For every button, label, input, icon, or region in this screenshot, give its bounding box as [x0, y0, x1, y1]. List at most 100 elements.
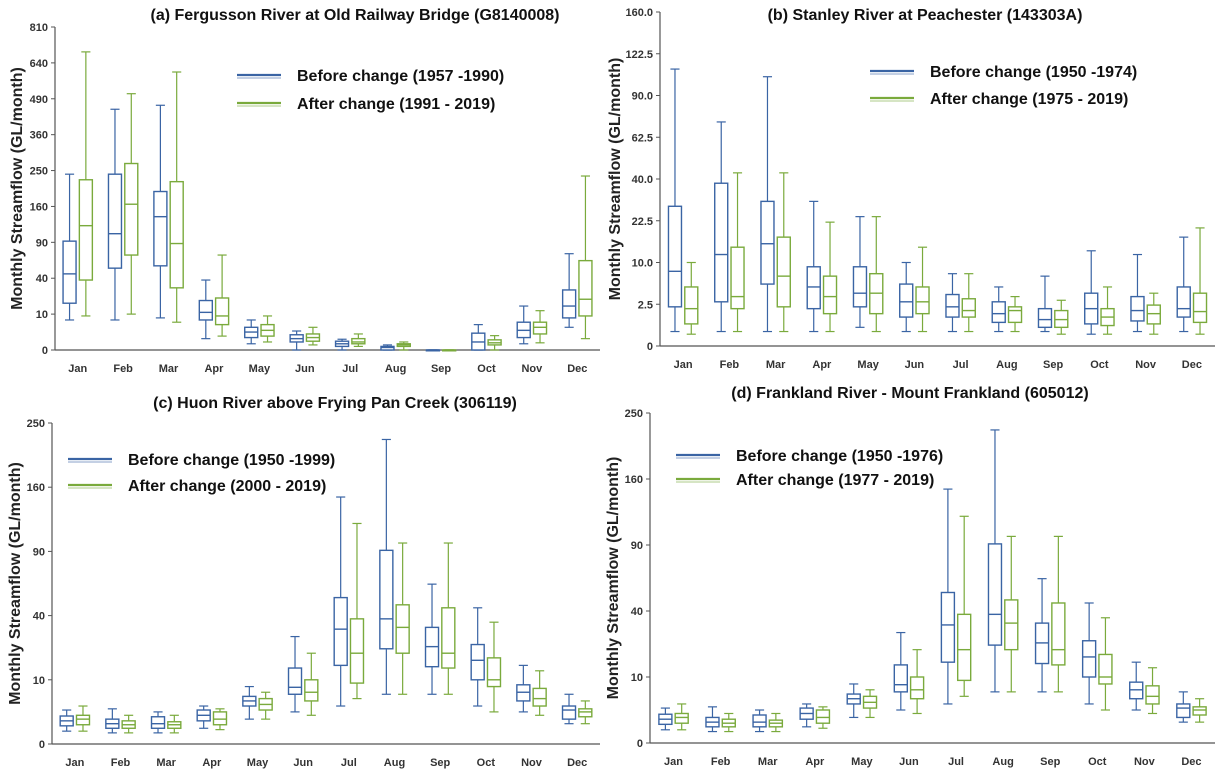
box-plot — [1051, 535, 1066, 693]
x-tick-label: Dec — [1182, 359, 1202, 371]
box-plot — [169, 71, 184, 323]
y-tick-label: 40 — [36, 273, 48, 285]
y-tick-label: 160 — [625, 474, 643, 486]
chart-panel-d: (d) Frankland River - Mount Frankland (6… — [605, 385, 1215, 768]
x-tick-label: Feb — [720, 359, 740, 371]
y-tick-label: 10.0 — [632, 258, 653, 270]
iqr-box — [776, 236, 791, 308]
chart-panel-b: (b) Stanley River at Peachester (143303A… — [607, 7, 1215, 371]
iqr-box — [1192, 292, 1208, 324]
x-tick-label: Mar — [758, 756, 778, 768]
iqr-box — [214, 297, 230, 326]
x-tick-label: Mar — [766, 359, 786, 371]
iqr-box — [760, 200, 775, 285]
box-plot — [425, 349, 441, 352]
box-plot — [441, 542, 456, 695]
iqr-box — [684, 286, 699, 325]
box-plot — [822, 221, 838, 333]
legend-label: Before change (1950 -1974) — [930, 64, 1137, 81]
iqr-box — [893, 664, 909, 693]
legend-label: Before change (1950 -1976) — [736, 448, 943, 465]
y-tick-label: 90 — [33, 546, 45, 558]
box-plot — [107, 108, 123, 321]
series-after — [674, 515, 1207, 733]
box-plot — [471, 324, 486, 351]
y-tick-label: 122.5 — [625, 49, 653, 61]
iqr-box — [822, 275, 838, 315]
box-plot — [815, 706, 831, 729]
iqr-box — [915, 286, 930, 315]
x-tick-label: Aug — [992, 756, 1013, 768]
x-tick-label: Feb — [113, 363, 133, 375]
iqr-box — [153, 190, 168, 267]
box-plot — [1130, 253, 1145, 333]
legend: Before change (1950 -1974) After change (… — [870, 64, 1137, 108]
iqr-box — [150, 716, 166, 729]
iqr-box — [1098, 653, 1113, 685]
box-plot — [768, 712, 784, 733]
box-plot — [899, 261, 914, 333]
chart-panel-a: (a) Fergusson River at Old Railway Bridg… — [9, 7, 600, 375]
box-plot — [776, 172, 791, 333]
x-tick-label: Jan — [68, 363, 87, 375]
box-plot — [760, 76, 775, 333]
iqr-box — [667, 205, 683, 308]
x-tick-label: Dec — [567, 757, 587, 769]
box-plot — [1176, 236, 1191, 333]
iqr-box — [287, 667, 303, 695]
box-plot — [487, 335, 502, 351]
box-plot — [1146, 292, 1161, 335]
box-plot — [940, 488, 956, 705]
x-tick-label: Apr — [202, 757, 222, 769]
iqr-box — [75, 714, 91, 726]
iqr-box — [379, 549, 394, 650]
y-tick-label: 10 — [33, 675, 45, 687]
series-before — [62, 104, 577, 352]
legend-label: After change (1975 - 2019) — [930, 91, 1128, 108]
box-plot — [1129, 661, 1144, 711]
series-after — [684, 172, 1208, 335]
iqr-box — [561, 705, 577, 720]
legend-label: After change (1991 - 2019) — [297, 96, 495, 113]
x-tick-label: Nov — [1134, 756, 1156, 768]
iqr-box — [304, 679, 319, 702]
y-tick-label: 0 — [42, 345, 48, 357]
iqr-box — [1176, 703, 1191, 719]
box-plot — [961, 273, 976, 333]
series-before — [658, 429, 1191, 733]
box-plot — [1037, 275, 1053, 333]
y-axis-label: Monthly Streamflow (GL/month) — [605, 457, 622, 700]
iqr-box — [1081, 640, 1097, 678]
x-tick-label: Aug — [384, 757, 405, 769]
legend: Before change (1950 -1976) After change (… — [676, 448, 943, 489]
x-tick-label: Nov — [521, 363, 543, 375]
iqr-box — [991, 301, 1006, 324]
iqr-box — [169, 180, 184, 289]
y-tick-label: 490 — [30, 94, 48, 106]
x-tick-label: Jul — [948, 756, 964, 768]
iqr-box — [1146, 304, 1161, 325]
iqr-box — [730, 246, 745, 310]
x-tick-label: Jun — [899, 756, 919, 768]
box-plot — [395, 542, 410, 695]
box-plot — [852, 216, 868, 328]
iqr-box — [987, 543, 1003, 646]
box-plot — [334, 338, 350, 351]
y-tick-label: 40 — [631, 606, 643, 618]
x-tick-label: Nov — [521, 757, 543, 769]
iqr-box — [1037, 307, 1053, 329]
x-tick-label: Jul — [342, 363, 358, 375]
y-tick-label: 10 — [36, 309, 48, 321]
iqr-box — [674, 712, 689, 724]
box-plot — [1081, 602, 1097, 705]
iqr-box — [351, 337, 366, 345]
box-plot — [1145, 667, 1160, 715]
x-tick-label: Jun — [293, 757, 313, 769]
box-plot — [198, 279, 214, 340]
y-tick-label: 160 — [27, 482, 45, 494]
iqr-box — [940, 591, 956, 663]
box-plot — [893, 631, 909, 711]
iqr-box — [899, 283, 914, 318]
iqr-box — [1007, 306, 1023, 324]
legend-label: Before change (1950 -1999) — [128, 452, 335, 469]
